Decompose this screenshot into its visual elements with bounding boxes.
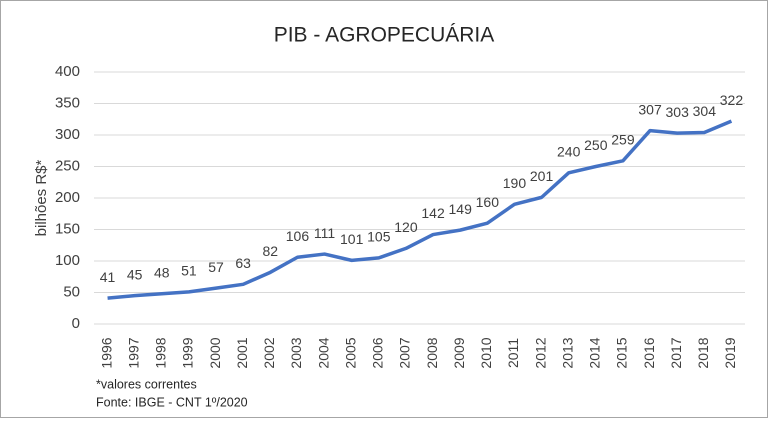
x-tick-label: 2012 xyxy=(532,337,548,368)
data-label: 149 xyxy=(449,201,473,217)
footnote: *valores correntes xyxy=(96,377,197,391)
x-tick-label: 2018 xyxy=(695,337,711,368)
data-label: 250 xyxy=(584,137,608,153)
x-tick-label: 2011 xyxy=(505,338,521,368)
y-tick-label: 300 xyxy=(55,126,80,143)
y-tick-label: 200 xyxy=(55,189,80,206)
data-label: 142 xyxy=(421,205,445,221)
y-tick-label: 100 xyxy=(55,252,80,269)
x-tick-label: 1998 xyxy=(153,337,169,368)
y-tick-label: 400 xyxy=(55,63,80,80)
data-label: 120 xyxy=(394,219,418,235)
data-label: 45 xyxy=(127,266,143,282)
data-label: 322 xyxy=(720,92,744,108)
data-label: 57 xyxy=(208,259,224,275)
x-tick-label: 2008 xyxy=(424,337,440,368)
footnote: Fonte: IBGE - CNT 1º/2020 xyxy=(96,395,248,409)
data-label: 48 xyxy=(154,264,170,280)
x-tick-label: 2019 xyxy=(722,337,738,368)
y-tick-label: 50 xyxy=(63,283,80,300)
data-label: 259 xyxy=(611,132,635,148)
data-label: 190 xyxy=(503,175,527,191)
data-label: 105 xyxy=(367,229,391,245)
data-label: 106 xyxy=(286,228,310,244)
x-tick-label: 1996 xyxy=(98,337,114,368)
x-tick-label: 2002 xyxy=(261,337,277,368)
x-tick-label: 1999 xyxy=(180,337,196,368)
x-tick-label: 1997 xyxy=(125,337,141,368)
x-tick-label: 2017 xyxy=(668,337,684,368)
y-axis-label: bilhões R$* xyxy=(33,159,50,236)
x-tick-label: 2007 xyxy=(397,337,413,368)
data-label: 240 xyxy=(557,144,581,160)
y-tick-label: 0 xyxy=(72,315,80,332)
data-label: 160 xyxy=(476,194,500,210)
x-tick-label: 2004 xyxy=(315,337,331,368)
x-tick-label: 2006 xyxy=(370,337,386,368)
data-label: 303 xyxy=(666,104,690,120)
x-tick-label: 2001 xyxy=(234,337,250,368)
x-tick-label: 2016 xyxy=(641,337,657,368)
x-tick-label: 2000 xyxy=(207,337,223,368)
data-label: 201 xyxy=(530,168,554,184)
x-tick-label: 2014 xyxy=(587,337,603,368)
x-tick-label: 2005 xyxy=(342,337,358,368)
data-label: 101 xyxy=(340,231,364,247)
data-label: 304 xyxy=(693,103,717,119)
data-line xyxy=(107,119,733,300)
data-label: 111 xyxy=(314,225,335,241)
data-label: 307 xyxy=(638,101,662,117)
x-tick-label: 2003 xyxy=(288,337,304,368)
data-label: 51 xyxy=(181,263,197,279)
y-tick-label: 150 xyxy=(55,220,80,237)
data-label: 63 xyxy=(235,255,251,271)
data-label: 41 xyxy=(100,269,116,285)
x-tick-label: 2010 xyxy=(478,337,494,368)
data-label: 82 xyxy=(263,243,279,259)
x-tick-label: 2009 xyxy=(451,337,467,368)
x-tick-label: 2013 xyxy=(559,337,575,368)
x-tick-label: 2015 xyxy=(614,337,630,368)
chart-title: PIB - AGROPECUÁRIA xyxy=(274,24,495,47)
y-tick-label: 250 xyxy=(55,157,80,174)
y-tick-label: 350 xyxy=(55,94,80,111)
